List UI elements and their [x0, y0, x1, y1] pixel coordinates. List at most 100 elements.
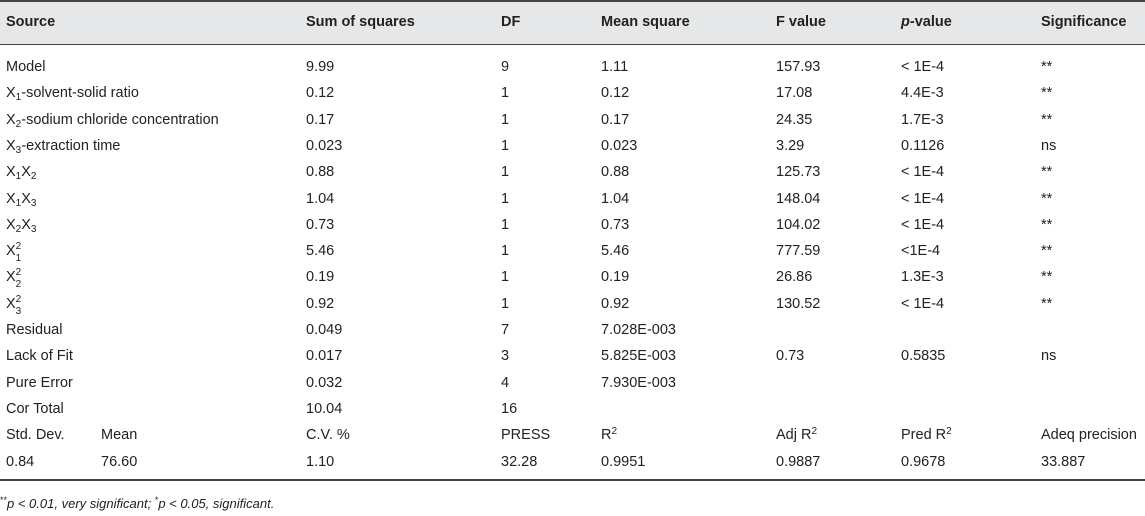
bottom-rule [0, 479, 1145, 481]
cell-ss: 0.12 [306, 85, 335, 102]
cell-f: 130.52 [776, 295, 821, 312]
subscript: 1 [15, 171, 22, 183]
cell-df: 1 [501, 164, 510, 181]
cell-source: X1X2 [6, 163, 36, 183]
cell-ms: 1.11 [601, 59, 629, 75]
subscript-2: 3 [30, 223, 37, 235]
stat-label: PRESS [501, 426, 550, 444]
label-base: Std. Dev. [6, 427, 65, 444]
label-base: Residual [6, 322, 63, 338]
label-base: Model [6, 59, 46, 75]
subscript: 2 [15, 118, 22, 130]
subscript: 1 [15, 253, 22, 265]
cell-ss: 0.017 [306, 348, 343, 365]
stat-label: Adj R2 [776, 426, 817, 444]
label-base: Pure Error [6, 374, 73, 391]
cell-df: 1 [501, 216, 510, 233]
stat-label: Pred R2 [901, 426, 952, 444]
stat-label: C.V. % [306, 426, 350, 444]
cell-p: <1E-4 [901, 243, 941, 260]
cell-df: 7 [501, 322, 510, 338]
cell-ms: 7.930E-003 [601, 374, 676, 391]
label-base: Adeq precision [1041, 427, 1137, 444]
stat-value: 0.9951 [601, 453, 646, 470]
cell-ms: 7.028E-003 [601, 322, 676, 338]
cell-p: < 1E-4 [901, 164, 945, 181]
cell-df: 1 [501, 85, 510, 102]
subscript: 3 [15, 305, 22, 317]
cell-df: 9 [501, 59, 510, 75]
cell-f: 26.86 [776, 269, 813, 286]
cell-ms: 0.12 [601, 85, 630, 102]
label-suffix: -extraction time [21, 137, 121, 154]
cell-ms: 0.19 [601, 269, 630, 286]
cell-source: Pure Error [6, 374, 73, 392]
cell-source: X2-sodium chloride concentration [6, 111, 219, 130]
cell-f: 3.29 [776, 137, 805, 154]
label-base: R [601, 427, 612, 444]
stat-label: Adeq precision [1041, 426, 1137, 444]
column-header-ss: Sum of squares [306, 14, 415, 30]
cell-ms: 0.17 [601, 111, 630, 128]
stat-label: R2 [601, 426, 617, 444]
cell-ms: 5.825E-003 [601, 348, 676, 365]
cell-df: 1 [501, 111, 510, 128]
cell-sig: ** [1041, 164, 1053, 181]
superscript: 2 [811, 426, 818, 438]
label-suffix: -sodium chloride concentration [21, 111, 219, 128]
cell-f: 104.02 [776, 216, 821, 233]
cell-sig: ** [1041, 243, 1053, 260]
cell-p: 4.4E-3 [901, 85, 944, 102]
cell-sig: ** [1041, 216, 1053, 233]
column-header-df: DF [501, 14, 521, 30]
cell-ss: 0.032 [306, 374, 343, 391]
cell-source: X1-solvent-solid ratio [6, 84, 139, 103]
cell-ss: 10.04 [306, 400, 343, 417]
cell-df: 1 [501, 137, 510, 154]
subscript: 3 [15, 144, 22, 156]
cell-ms: 5.46 [601, 243, 630, 260]
cell-p: < 1E-4 [901, 295, 945, 312]
label-base: X [6, 295, 16, 312]
cell-df: 1 [501, 295, 510, 312]
cell-ss: 0.92 [306, 295, 335, 312]
cell-df: 1 [501, 190, 510, 207]
header-p-italic: p [901, 14, 910, 30]
header-rule [0, 44, 1145, 45]
cell-p: 1.7E-3 [901, 111, 944, 128]
cell-f: 125.73 [776, 164, 821, 181]
label-suffix: -solvent-solid ratio [21, 85, 139, 102]
cell-f: 24.35 [776, 111, 813, 128]
subscript: 2 [15, 279, 22, 291]
cell-ss: 0.19 [306, 269, 335, 286]
label-base-2: X [21, 190, 31, 207]
cell-p: 1.3E-3 [901, 269, 944, 286]
cell-f: 157.93 [776, 59, 821, 75]
cell-p: < 1E-4 [901, 216, 945, 233]
cell-ss: 0.023 [306, 137, 343, 154]
label-base: X [6, 269, 16, 286]
superscript: 2 [611, 426, 618, 438]
cell-ss: 5.46 [306, 243, 335, 260]
stat-value: 32.28 [501, 453, 538, 470]
subscript-2: 3 [30, 197, 37, 209]
column-header-f: F value [776, 14, 826, 30]
column-header-sig: Significance [1041, 14, 1127, 30]
cell-source: Cor Total [6, 400, 64, 418]
cell-ss: 1.04 [306, 190, 335, 207]
footnote-text-very-significant: p < 0.01, very significant; [7, 496, 152, 511]
superscript: 2 [15, 241, 22, 253]
label-base: Mean [101, 427, 138, 444]
cell-ms: 0.92 [601, 295, 630, 312]
stat-value: 76.60 [101, 453, 138, 470]
label-base: X [6, 190, 16, 207]
cell-p: < 1E-4 [901, 59, 945, 75]
cell-ss: 9.99 [306, 59, 335, 75]
footnote-mark-very-significant: ** [0, 495, 8, 505]
label-base: X [6, 85, 16, 102]
cell-df: 3 [501, 348, 510, 365]
cell-sig: ** [1041, 85, 1053, 102]
